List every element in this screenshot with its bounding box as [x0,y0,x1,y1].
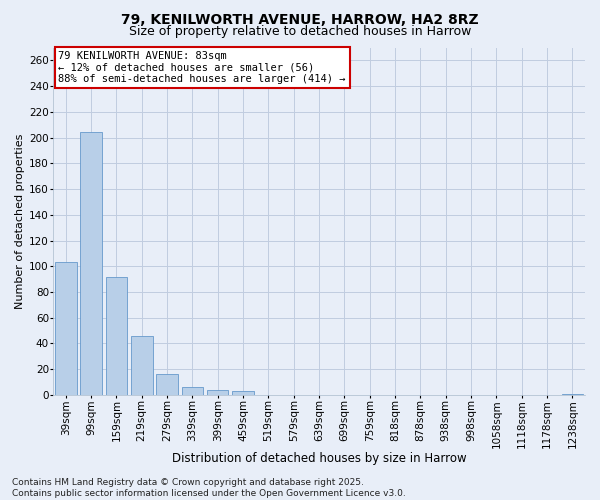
Bar [157,374,178,395]
Text: 79 KENILWORTH AVENUE: 83sqm
← 12% of detached houses are smaller (56)
88% of sem: 79 KENILWORTH AVENUE: 83sqm ← 12% of det… [58,51,346,84]
Text: Size of property relative to detached houses in Harrow: Size of property relative to detached ho… [129,25,471,38]
Bar [55,262,77,395]
Bar [232,391,254,395]
Bar [562,394,583,395]
Bar [207,390,229,395]
Bar [182,387,203,395]
Y-axis label: Number of detached properties: Number of detached properties [15,134,25,309]
Bar [106,276,127,395]
Bar [131,336,152,395]
Text: 79, KENILWORTH AVENUE, HARROW, HA2 8RZ: 79, KENILWORTH AVENUE, HARROW, HA2 8RZ [121,12,479,26]
X-axis label: Distribution of detached houses by size in Harrow: Distribution of detached houses by size … [172,452,466,465]
Text: Contains HM Land Registry data © Crown copyright and database right 2025.
Contai: Contains HM Land Registry data © Crown c… [12,478,406,498]
Bar [80,132,102,395]
